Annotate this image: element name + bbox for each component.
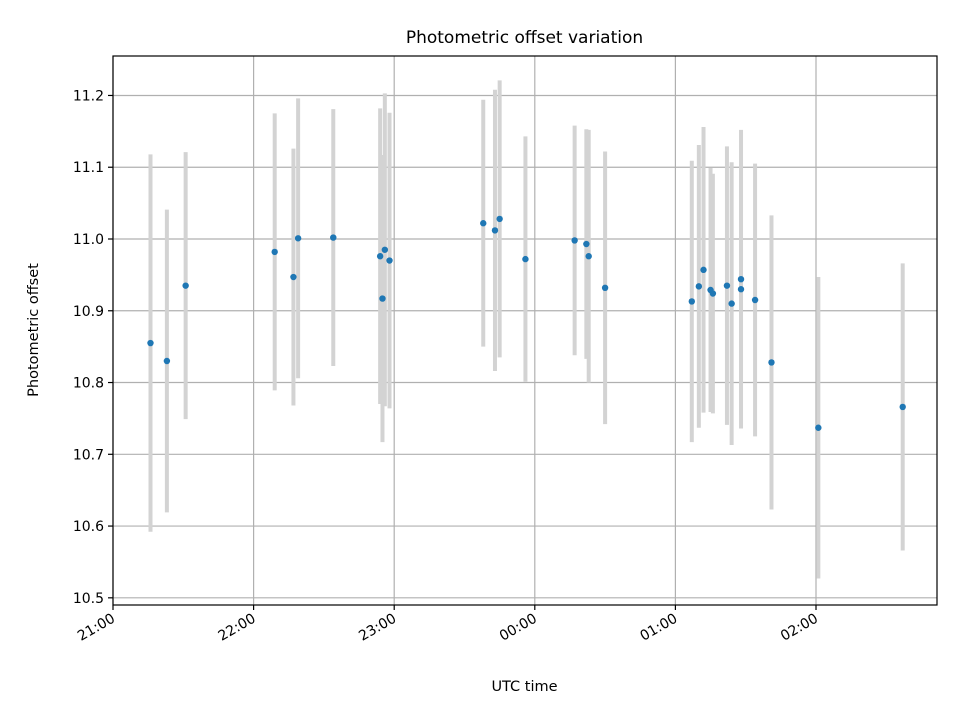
data-point (381, 246, 389, 253)
x-axis-label: UTC time (491, 679, 557, 695)
data-point (379, 295, 386, 302)
data-point (290, 273, 297, 281)
data-point (815, 424, 822, 431)
data-point (330, 234, 337, 241)
data-point (768, 359, 775, 366)
y-tick-label: 10.5 (73, 591, 104, 607)
plot-frame (112, 55, 938, 606)
data-point (899, 403, 906, 411)
y-tick-label: 10.8 (73, 376, 104, 392)
data-point (376, 253, 384, 260)
y-tick-label: 11.2 (73, 88, 104, 104)
data-point (751, 296, 759, 304)
data-point (585, 253, 592, 260)
data-point (386, 257, 393, 264)
data-point (723, 282, 731, 289)
y-tick-label: 10.6 (73, 519, 104, 535)
data-point (700, 266, 707, 274)
data-point (182, 282, 189, 289)
data-point (271, 248, 278, 256)
y-tick-label: 10.9 (73, 304, 104, 320)
y-tick-label: 11.0 (73, 232, 104, 248)
data-point (147, 339, 154, 347)
data-point (163, 357, 171, 365)
y-tick-label: 10.7 (73, 447, 104, 463)
data-point (601, 284, 609, 291)
data-point (709, 290, 717, 297)
data-point (496, 215, 503, 223)
data-point (294, 235, 302, 242)
data-point (728, 300, 735, 307)
data-point (571, 237, 578, 244)
data-point (480, 220, 487, 227)
chart-title: Photometric offset variation (406, 28, 643, 48)
data-point (737, 286, 745, 293)
y-tick-label: 11.1 (73, 160, 104, 176)
data-point (522, 255, 529, 263)
point-layer (147, 215, 906, 431)
y-axis-label: Photometric offset (26, 263, 42, 397)
data-point (583, 240, 590, 248)
data-point (737, 275, 745, 283)
data-point (688, 298, 696, 305)
data-point (491, 227, 499, 234)
data-point (695, 283, 703, 290)
